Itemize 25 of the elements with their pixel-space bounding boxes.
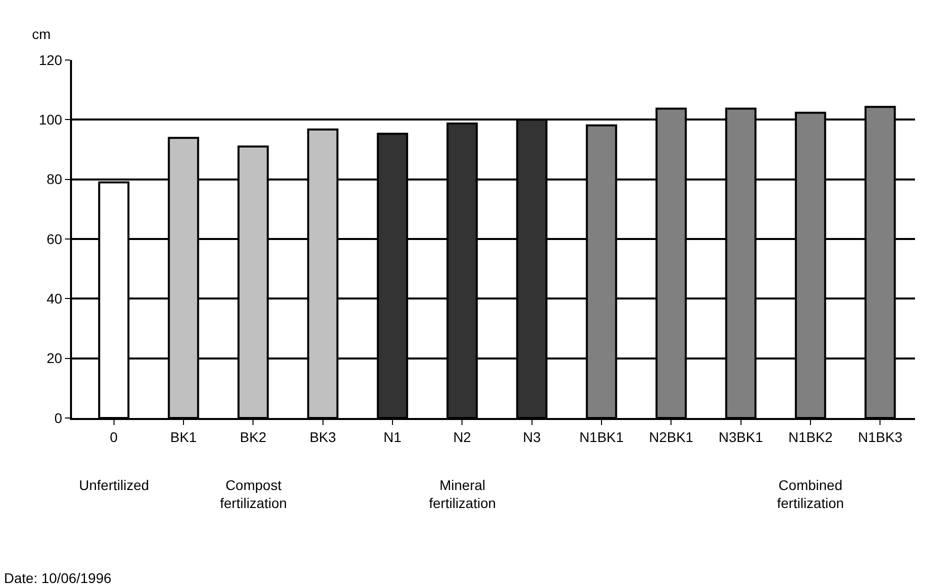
y-tick-label: 100 [38, 112, 62, 128]
x-tick-label: BK3 [310, 428, 336, 445]
y-tick-label: 40 [46, 290, 62, 307]
x-tick-label: N1BK2 [788, 428, 833, 445]
y-tick-label: 120 [38, 52, 62, 68]
x-tick-label: N1 [384, 428, 402, 445]
x-tick-label: BK2 [240, 428, 267, 445]
x-tick-label: N3 [522, 428, 541, 445]
x-tick-label: N1BK3 [858, 428, 903, 445]
y-axis-title: cm [32, 26, 51, 42]
text: Mineral fertilization [429, 477, 496, 512]
text: Combined fertilization [777, 477, 844, 512]
x-tick-label: N2 [453, 428, 472, 445]
y-tick-label: 0 [54, 410, 62, 426]
x-tick-label: N2BK1 [648, 428, 694, 445]
y-tick-label: 80 [46, 171, 62, 188]
y-tick-label: 20 [46, 350, 62, 366]
text: Unfertilized [79, 477, 150, 493]
x-tick-label: BK1 [170, 428, 197, 445]
x-tick-label: 0 [110, 428, 118, 445]
y-tick-label: 60 [46, 230, 62, 247]
text: Date: 10/06/1996 [4, 570, 112, 586]
text: Compost fertilization [220, 477, 287, 512]
x-tick-label: N1BK1 [579, 428, 624, 445]
x-tick-label: N3BK1 [718, 428, 764, 445]
